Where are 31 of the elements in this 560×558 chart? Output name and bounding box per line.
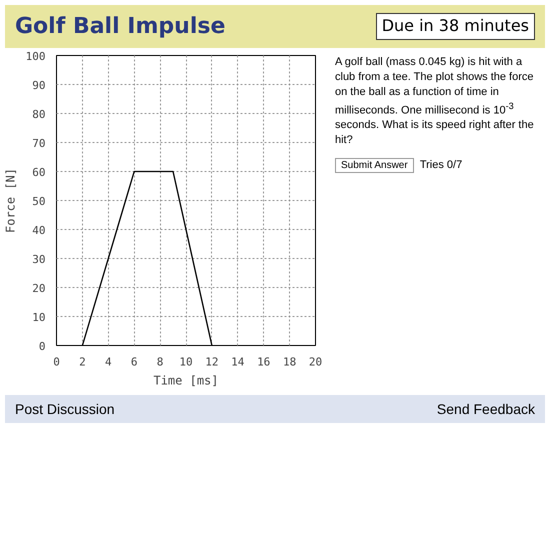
text: Post Discussion (15, 400, 115, 419)
text: A golf ball (mass 0.045 kg) is hit with a club from a tee. The plot shows the force on the ball as a function of time in milliseconds. One millisecond is 10$^{-3}$ seconds. What is its speed right after the hit? (335, 56, 534, 146)
y-tick-label: 0 (38, 340, 46, 353)
y-tick-label: 90 (32, 79, 46, 92)
x-axis-title: Time [ms] (153, 374, 219, 388)
y-tick-label: 10 (32, 311, 46, 324)
y-tick-label: 80 (32, 108, 46, 121)
text: Submit Answer (335, 158, 414, 173)
y-tick-label: 40 (32, 224, 46, 237)
y-tick-label: 100 (26, 50, 46, 63)
text: Due in 38 minutes (376, 13, 535, 40)
text: Tries 0/7 (420, 158, 462, 171)
x-tick-label: 6 (130, 356, 138, 368)
y-tick-label: 20 (32, 282, 46, 295)
text: Send Feedback (436, 400, 535, 419)
x-tick-label: 16 (257, 356, 270, 368)
x-tick-label: 18 (282, 356, 296, 368)
y-tick-label: 50 (32, 195, 46, 208)
x-tick-label: 20 (308, 356, 322, 368)
y-tick-label: 60 (32, 166, 46, 179)
y-tick-label: 70 (32, 137, 46, 150)
chart-title: Golf Ball Impulse (15, 13, 226, 41)
x-tick-label: 12 (205, 356, 219, 368)
x-tick-label: 2 (79, 356, 86, 368)
x-tick-label: 8 (156, 356, 164, 368)
x-tick-label: 0 (53, 356, 60, 368)
x-tick-label: 10 (179, 356, 193, 368)
y-axis-title: Force [N] (4, 168, 18, 234)
y-tick-label: 30 (32, 253, 46, 266)
x-tick-label: 14 (231, 356, 245, 368)
x-tick-label: 4 (104, 356, 112, 368)
